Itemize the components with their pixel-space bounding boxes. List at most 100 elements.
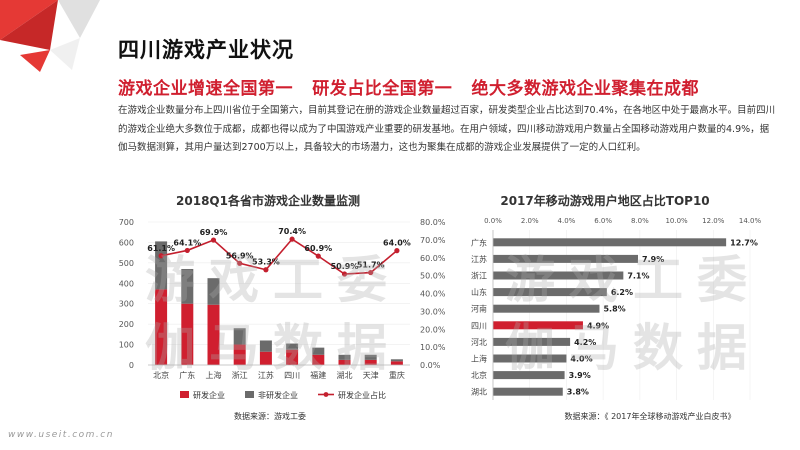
rd-share-point-7 <box>341 271 348 277</box>
chart1-ytick: 700 <box>119 218 134 227</box>
chart1-y2tick: 30.0% <box>420 307 446 316</box>
rd-share-label-3: 56.9% <box>226 251 254 260</box>
bar-rd-9 <box>390 361 403 365</box>
share-label-0: 12.7% <box>730 238 758 247</box>
chart2-xtick: 10.0% <box>665 217 688 225</box>
rd-share-label-4: 53.3% <box>252 258 280 267</box>
chart2-xtick: 8.0% <box>631 217 649 225</box>
chart2-xtick: 12.0% <box>702 217 725 225</box>
rd-share-point-6 <box>315 253 321 259</box>
share-bar-9 <box>493 387 563 396</box>
chart2-xtick: 14.0% <box>739 217 762 225</box>
share-bar-3 <box>493 288 607 297</box>
rd-share-label-2: 69.9% <box>200 228 228 237</box>
rd-share-point-9 <box>394 248 400 254</box>
footer-url: www.useit.com.cn <box>8 430 114 440</box>
chart2-source: 数据来源：《 2017年全球移动游戏产业白皮书》 <box>565 411 736 421</box>
share-bar-4 <box>493 304 600 313</box>
rd-share-label-6: 60.9% <box>304 244 332 253</box>
chart1-xtick: 湖北 <box>337 371 353 380</box>
chart1-xtick: 浙江 <box>232 370 248 380</box>
chart1-y2tick: 50.0% <box>420 272 446 281</box>
bar-rd-6 <box>312 354 325 365</box>
share-label-7: 4.0% <box>570 355 592 364</box>
chart1-xtick: 江苏 <box>258 370 274 380</box>
chart1-xtick: 上海 <box>206 370 222 380</box>
chart1-xtick: 天津 <box>363 370 379 380</box>
share-bar-0 <box>493 238 727 247</box>
corner-decoration <box>0 0 100 72</box>
bar-nonrd-0 <box>155 241 168 290</box>
bar-rd-4 <box>259 351 272 365</box>
chart1-xtick: 北京 <box>153 370 169 380</box>
bar-nonrd-9 <box>390 359 403 362</box>
share-label-9: 3.8% <box>567 388 589 397</box>
rd-share-point-8 <box>368 269 374 276</box>
chart2-ytick: 广东 <box>471 237 487 247</box>
chart1-y2tick: 60.0% <box>420 254 446 263</box>
corner-dark-triangle <box>0 0 58 50</box>
share-bar-1 <box>493 254 639 263</box>
rd-share-point-1 <box>184 247 190 254</box>
chart1-ytick: 500 <box>119 259 134 268</box>
chart2-ytick: 山东 <box>471 287 487 297</box>
bar-nonrd-5 <box>286 343 299 350</box>
bar-nonrd-8 <box>364 354 377 360</box>
chart2-ytick: 北京 <box>471 370 487 380</box>
chart1-y2tick: 0.0% <box>420 361 441 370</box>
chart1-xtick: 福建 <box>310 370 326 380</box>
legend-rd-label: 研发企业 <box>193 390 225 400</box>
chart1-y2tick: 80.0% <box>420 218 446 227</box>
chart2-xtick: 0.0% <box>484 217 502 225</box>
corner-small-red-triangle <box>20 50 50 72</box>
share-bar-6 <box>493 337 571 346</box>
rd-share-label-9: 64.0% <box>383 239 411 248</box>
share-label-5: 4.9% <box>587 321 609 330</box>
legend-share-marker <box>323 392 329 397</box>
bar-nonrd-3 <box>233 328 246 345</box>
legend-rd-swatch <box>180 391 189 398</box>
intro-paragraph: 在游戏企业数量分布上四川省位于全国第六，目前其登记在册的游戏企业数量超过百家，研… <box>118 105 776 153</box>
rd-share-point-3 <box>237 260 243 266</box>
bar-rd-5 <box>286 349 299 365</box>
share-bar-7 <box>493 354 567 363</box>
chart1-ytick: 200 <box>119 320 134 329</box>
chart2-title: 2017年移动游戏用户地区占比TOP10 <box>500 193 709 208</box>
chart2-xtick: 4.0% <box>558 217 576 225</box>
rd-share-point-0 <box>158 253 164 259</box>
share-label-3: 6.2% <box>611 288 633 297</box>
chart2-ytick: 湖北 <box>471 388 487 397</box>
bar-rd-2 <box>207 304 220 365</box>
share-label-8: 3.9% <box>569 371 591 380</box>
chart2-xtick: 6.0% <box>594 217 612 225</box>
bar-rd-1 <box>181 303 194 365</box>
chart1-y2tick: 70.0% <box>420 236 446 245</box>
bar-rd-3 <box>233 344 246 365</box>
bar-rd-8 <box>364 359 377 365</box>
bar-nonrd-2 <box>207 278 220 305</box>
bar-rd-7 <box>338 359 351 365</box>
legend-nonrd-swatch <box>245 391 254 398</box>
chart1-ytick: 0 <box>129 361 134 370</box>
bar-nonrd-6 <box>312 347 325 355</box>
chart1-y2tick: 40.0% <box>420 290 446 299</box>
bar-nonrd-1 <box>181 268 194 304</box>
chart2-ytick: 浙江 <box>471 271 487 281</box>
chart1-ytick: 300 <box>119 300 134 309</box>
page-title: 四川游戏产业状况 <box>118 38 294 62</box>
legend-share-label: 研发企业占比 <box>338 390 386 400</box>
chart1-xtick: 重庆 <box>389 370 405 380</box>
rd-share-label-1: 64.1% <box>173 238 201 247</box>
share-label-6: 4.2% <box>574 338 596 347</box>
chart1-xtick: 广东 <box>179 370 195 380</box>
rd-share-point-4 <box>263 267 269 273</box>
chart2-xtick: 2.0% <box>521 217 539 225</box>
chart2-ytick: 四川 <box>471 321 487 330</box>
rd-share-line <box>160 238 398 275</box>
rd-share-point-2 <box>210 237 217 243</box>
chart1-source: 数据来源：游戏工委 <box>234 411 306 421</box>
chart1-xtick: 四川 <box>284 371 300 380</box>
enterprise-count-chart: 2018Q1各省市游戏企业数量监测 61.1%64.1%69.9% 56.9%53… <box>119 193 446 421</box>
page-subtitle: 游戏企业增速全国第一 研发占比全国第一 绝大多数游戏企业聚集在成都 <box>118 79 700 99</box>
rd-share-label-7: 50.9% <box>331 262 359 271</box>
